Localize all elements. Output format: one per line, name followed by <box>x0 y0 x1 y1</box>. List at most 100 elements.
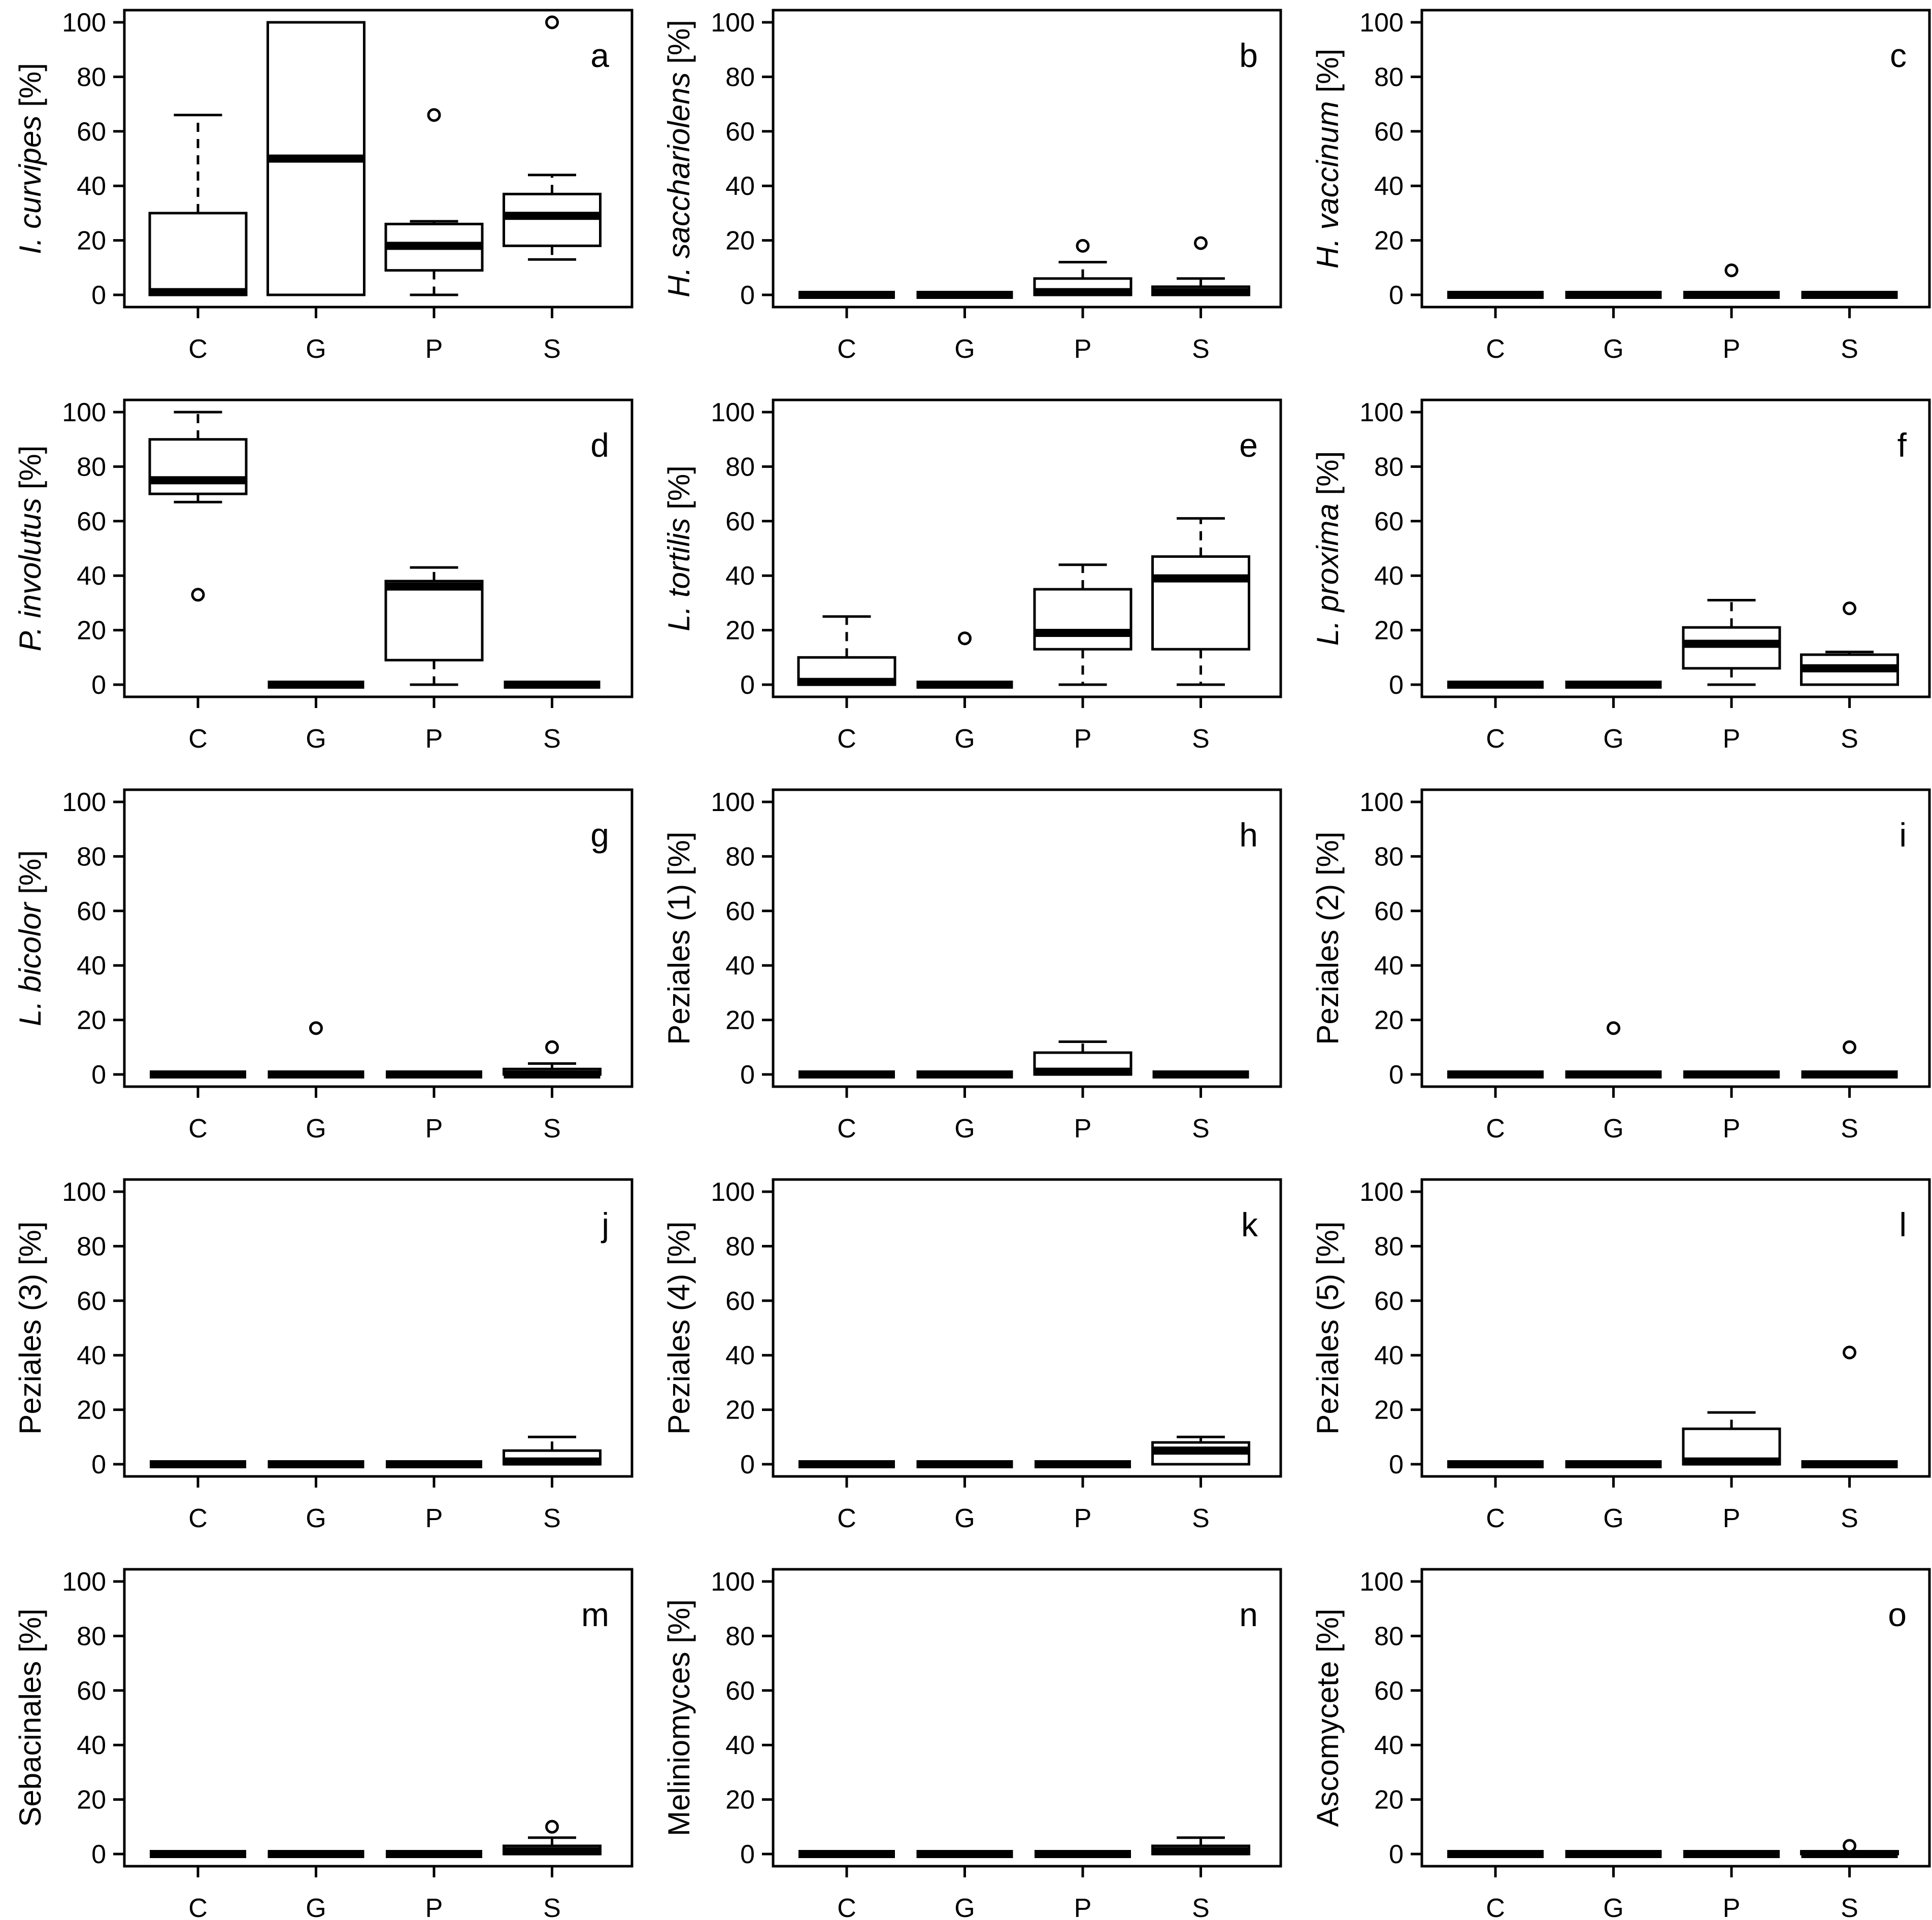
panel-h: 0 20 40 60 80 100 C G P S Peziales (1) [%] h <box>662 788 1282 1143</box>
y-axis-label: P. involutus [%] <box>13 446 47 652</box>
panel-letter: o <box>1888 1596 1907 1633</box>
panel-a: 0 20 40 60 80 100 C G P S I. curvipes [%] a <box>13 8 634 364</box>
y-tick-label: 100 <box>1359 788 1404 817</box>
box-C <box>148 114 248 296</box>
y-tick-label: 40 <box>77 561 106 591</box>
x-tick-label: P <box>1074 1114 1092 1143</box>
y-tick-label: 20 <box>725 1396 755 1425</box>
y-tick-label: 100 <box>711 1567 755 1597</box>
box-P <box>1033 1040 1132 1076</box>
x-tick-label: G <box>1603 724 1623 754</box>
y-tick-label: 100 <box>62 398 106 427</box>
y-tick-label: 60 <box>725 507 755 536</box>
y-tick-label: 0 <box>91 670 106 700</box>
y-tick-label: 20 <box>77 616 106 646</box>
panel-g: 0 20 40 60 80 100 C G P S L. bicolor [%] g <box>13 788 634 1143</box>
box-C <box>797 615 896 686</box>
y-tick-label: 0 <box>1389 281 1404 310</box>
y-tick-label: 0 <box>740 1060 755 1090</box>
x-tick-label: P <box>425 1114 443 1143</box>
x-tick-label: S <box>1841 724 1858 754</box>
y-axis-label: H. vaccinum [%] <box>1311 49 1345 268</box>
y-axis-label-unit: Ascomycete [%] <box>1311 1608 1345 1827</box>
y-tick-label: 100 <box>62 1177 106 1207</box>
box-S <box>503 1435 602 1466</box>
y-tick-label: 60 <box>1374 897 1404 926</box>
y-tick-label: 60 <box>725 1676 755 1706</box>
y-tick-label: 20 <box>725 226 755 256</box>
x-tick-label: P <box>1074 334 1092 364</box>
panel-o: 0 20 40 60 80 100 C G P S Ascomycete [%] o <box>1311 1567 1931 1920</box>
y-tick-label: 40 <box>1374 1341 1404 1370</box>
y-axis-label-unit: [%] <box>13 63 47 115</box>
y-axis-label: I. curvipes [%] <box>13 63 47 254</box>
box-body <box>1033 588 1132 651</box>
x-tick-label: G <box>1603 1504 1623 1533</box>
y-axis-label-species: P. involutus <box>13 498 47 651</box>
x-tick-label: C <box>1486 1114 1505 1143</box>
y-axis-label-unit: Peziales (3) [%] <box>13 1221 47 1434</box>
outlier-point <box>1607 1021 1620 1035</box>
y-tick-label: 60 <box>725 1287 755 1316</box>
box-G <box>267 21 365 296</box>
y-tick-label: 20 <box>725 1786 755 1815</box>
box-S <box>1151 1836 1250 1856</box>
y-tick-label: 60 <box>77 1676 106 1706</box>
plot-frame <box>1420 1178 1931 1478</box>
y-tick-label: 40 <box>725 1341 755 1370</box>
y-axis-label: H. sacchariolens [%] <box>662 20 696 297</box>
x-tick-label: G <box>306 1894 326 1920</box>
x-tick-label: P <box>1074 724 1092 754</box>
y-tick-label: 40 <box>725 1731 755 1760</box>
box-S <box>503 1820 602 1856</box>
y-axis-label-unit: [%] <box>1311 49 1345 101</box>
x-tick-label: G <box>306 334 326 364</box>
y-tick-label: 100 <box>1359 1177 1404 1207</box>
panel-c: 0 20 40 60 80 100 C G P S H. vaccinum [%] c <box>1311 8 1931 364</box>
y-tick-label: 60 <box>77 507 106 536</box>
x-tick-label: S <box>1841 1504 1858 1533</box>
plot-frame <box>123 1568 634 1868</box>
plot-frame <box>1420 9 1931 309</box>
x-tick-label: P <box>1723 334 1741 364</box>
y-tick-label: 0 <box>740 1450 755 1479</box>
x-tick-label: G <box>1603 1114 1623 1143</box>
plot-frame <box>123 9 634 309</box>
panel-letter: i <box>1899 816 1907 854</box>
y-tick-label: 20 <box>77 1786 106 1815</box>
y-tick-label: 40 <box>77 951 106 981</box>
y-axis-label: Peziales (2) [%] <box>1311 831 1345 1045</box>
x-tick-label: S <box>1192 334 1210 364</box>
y-tick-label: 60 <box>1374 1287 1404 1316</box>
outlier-point <box>1194 236 1208 250</box>
y-axis-label: Meliniomyces [%] <box>662 1599 696 1836</box>
outlier-point <box>958 631 972 646</box>
y-axis-label-unit: Sebacinales [%] <box>13 1608 47 1827</box>
box-P <box>1683 263 1780 299</box>
y-tick-label: 20 <box>1374 616 1404 646</box>
box-body <box>503 192 602 247</box>
x-tick-label: S <box>543 1114 561 1143</box>
y-axis-label-unit: [%] <box>662 465 696 518</box>
plot-frame <box>1420 398 1931 698</box>
y-tick-label: 80 <box>1374 1622 1404 1651</box>
x-tick-label: S <box>1192 1114 1210 1143</box>
y-tick-label: 40 <box>77 1731 106 1760</box>
y-axis-label-species: I. curvipes <box>13 115 47 254</box>
panel-f: 0 20 40 60 80 100 C G P S L. proxima [%] f <box>1311 398 1931 754</box>
x-tick-label: C <box>837 1504 856 1533</box>
y-axis-label-species: H. sacchariolens <box>662 72 696 297</box>
y-tick-label: 60 <box>1374 507 1404 536</box>
x-tick-label: P <box>1723 1504 1741 1533</box>
panel-m: 0 20 40 60 80 100 C G P S Sebacinales [%] m <box>13 1567 634 1920</box>
y-tick-label: 100 <box>711 398 755 427</box>
y-axis-label-species: H. vaccinum <box>1311 101 1345 268</box>
box-S <box>503 15 602 261</box>
x-tick-label: P <box>1074 1504 1092 1533</box>
y-tick-label: 0 <box>91 281 106 310</box>
x-tick-label: S <box>1192 1504 1210 1533</box>
x-tick-label: S <box>543 1504 561 1533</box>
x-tick-label: G <box>306 724 326 754</box>
outlier-point <box>1843 601 1856 616</box>
